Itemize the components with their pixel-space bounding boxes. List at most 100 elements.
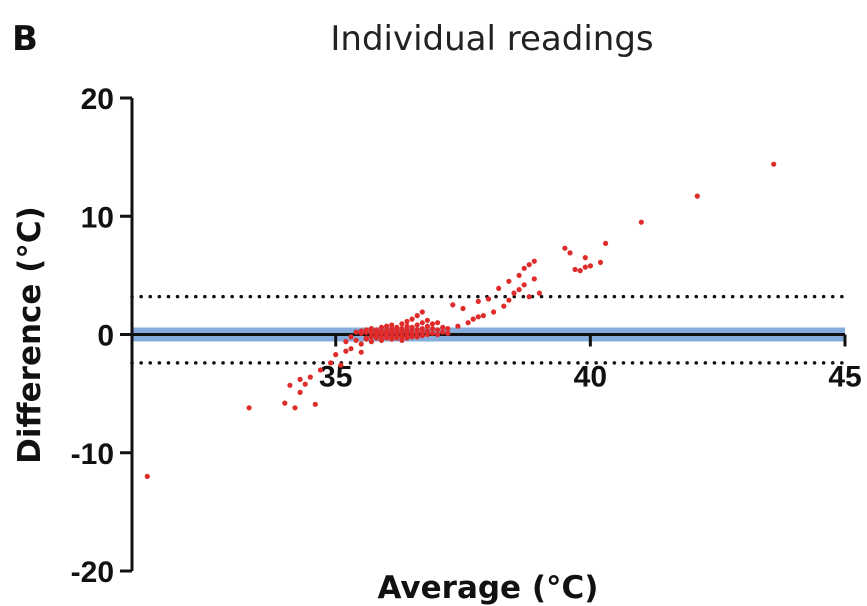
data-point xyxy=(506,297,512,303)
y-tick-label: -10 xyxy=(71,438,114,471)
data-point xyxy=(771,161,777,167)
data-point xyxy=(419,326,425,332)
data-point xyxy=(491,309,497,315)
y-tick-label: 0 xyxy=(97,320,114,353)
data-point xyxy=(526,294,532,300)
data-point xyxy=(363,327,369,333)
data-point xyxy=(440,329,446,335)
data-point xyxy=(597,259,604,265)
data-point xyxy=(368,334,374,340)
data-point xyxy=(424,317,430,323)
data-point xyxy=(526,262,532,268)
data-point xyxy=(435,320,441,326)
data-point xyxy=(572,266,578,273)
data-point xyxy=(389,322,395,328)
data-point xyxy=(414,334,420,340)
data-point xyxy=(399,321,405,327)
chart-title: Individual readings xyxy=(330,19,653,59)
data-point xyxy=(378,328,385,334)
data-point xyxy=(394,333,400,339)
data-point xyxy=(424,328,430,334)
data-point xyxy=(587,263,594,269)
x-tick-label: 40 xyxy=(574,361,607,394)
data-point xyxy=(496,285,502,291)
data-point xyxy=(516,272,522,278)
data-point xyxy=(638,219,644,225)
data-point xyxy=(531,258,537,264)
data-point xyxy=(404,318,410,325)
data-point xyxy=(506,278,512,284)
data-points xyxy=(144,161,777,479)
data-point xyxy=(373,327,380,333)
data-point xyxy=(470,316,476,322)
data-point xyxy=(409,328,415,334)
panel-label: B xyxy=(12,19,38,59)
reference-lines xyxy=(130,294,847,365)
data-point xyxy=(353,329,359,335)
x-axis-label: Average (°C) xyxy=(378,570,599,606)
data-point xyxy=(368,339,374,345)
data-point xyxy=(429,326,436,332)
data-point xyxy=(378,334,385,340)
data-point xyxy=(282,400,288,406)
y-tick-label: 20 xyxy=(81,83,114,116)
data-point xyxy=(460,305,466,312)
data-point xyxy=(419,320,425,326)
data-point xyxy=(435,327,441,333)
data-point xyxy=(348,334,354,340)
data-point xyxy=(343,348,349,354)
data-point xyxy=(404,335,410,341)
data-point xyxy=(363,336,369,342)
y-tick-label: -20 xyxy=(71,556,114,589)
data-point xyxy=(475,314,481,320)
data-point xyxy=(567,250,573,256)
data-point xyxy=(333,352,339,358)
data-point xyxy=(358,349,364,355)
axes: 20 10 0 -10 -20 35 40 45 xyxy=(71,83,862,589)
data-point xyxy=(475,298,481,304)
data-point xyxy=(429,330,436,336)
data-point xyxy=(389,334,395,340)
data-point xyxy=(297,376,303,382)
data-point xyxy=(394,327,400,333)
data-point xyxy=(307,374,313,380)
y-tick-label: 10 xyxy=(81,201,114,234)
data-point xyxy=(297,389,303,395)
data-point xyxy=(429,321,436,327)
data-point xyxy=(409,334,415,340)
data-point xyxy=(373,331,380,338)
data-point xyxy=(485,296,492,302)
data-point xyxy=(399,328,405,334)
data-point xyxy=(399,337,405,343)
data-point xyxy=(409,324,415,330)
data-point xyxy=(511,290,517,296)
data-point xyxy=(343,339,349,345)
data-point xyxy=(348,346,354,352)
data-point xyxy=(292,405,298,411)
data-point xyxy=(414,327,420,333)
data-point xyxy=(582,264,588,270)
data-point xyxy=(516,287,522,293)
data-point xyxy=(577,268,583,274)
data-point xyxy=(302,381,308,387)
data-point xyxy=(521,265,527,271)
data-point xyxy=(531,276,537,282)
data-point xyxy=(435,331,441,338)
data-point xyxy=(419,333,425,339)
data-point xyxy=(317,367,323,373)
data-point xyxy=(384,323,390,329)
data-point xyxy=(353,337,359,343)
data-point xyxy=(455,323,461,329)
y-axis-label: Difference (°C) xyxy=(12,206,48,464)
data-point xyxy=(562,245,568,251)
data-point xyxy=(384,327,390,333)
data-point xyxy=(445,326,451,332)
data-point xyxy=(404,323,410,329)
x-tick-label: 35 xyxy=(319,361,352,394)
data-point xyxy=(384,331,390,338)
data-point xyxy=(378,324,385,330)
x-tick-label: 45 xyxy=(828,361,861,394)
data-point xyxy=(368,326,374,332)
data-point xyxy=(144,473,150,479)
